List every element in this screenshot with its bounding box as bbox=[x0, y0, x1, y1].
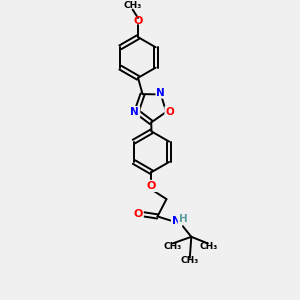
Text: CH₃: CH₃ bbox=[199, 242, 218, 251]
Text: N: N bbox=[157, 88, 165, 98]
Text: O: O bbox=[133, 209, 143, 219]
Text: O: O bbox=[133, 16, 143, 26]
Text: CH₃: CH₃ bbox=[163, 242, 181, 251]
Text: N: N bbox=[172, 216, 181, 226]
Text: CH₃: CH₃ bbox=[124, 1, 142, 10]
Text: O: O bbox=[165, 107, 174, 117]
Text: CH₃: CH₃ bbox=[181, 256, 199, 265]
Text: O: O bbox=[147, 181, 156, 191]
Text: N: N bbox=[130, 107, 139, 117]
Text: H: H bbox=[179, 214, 188, 224]
